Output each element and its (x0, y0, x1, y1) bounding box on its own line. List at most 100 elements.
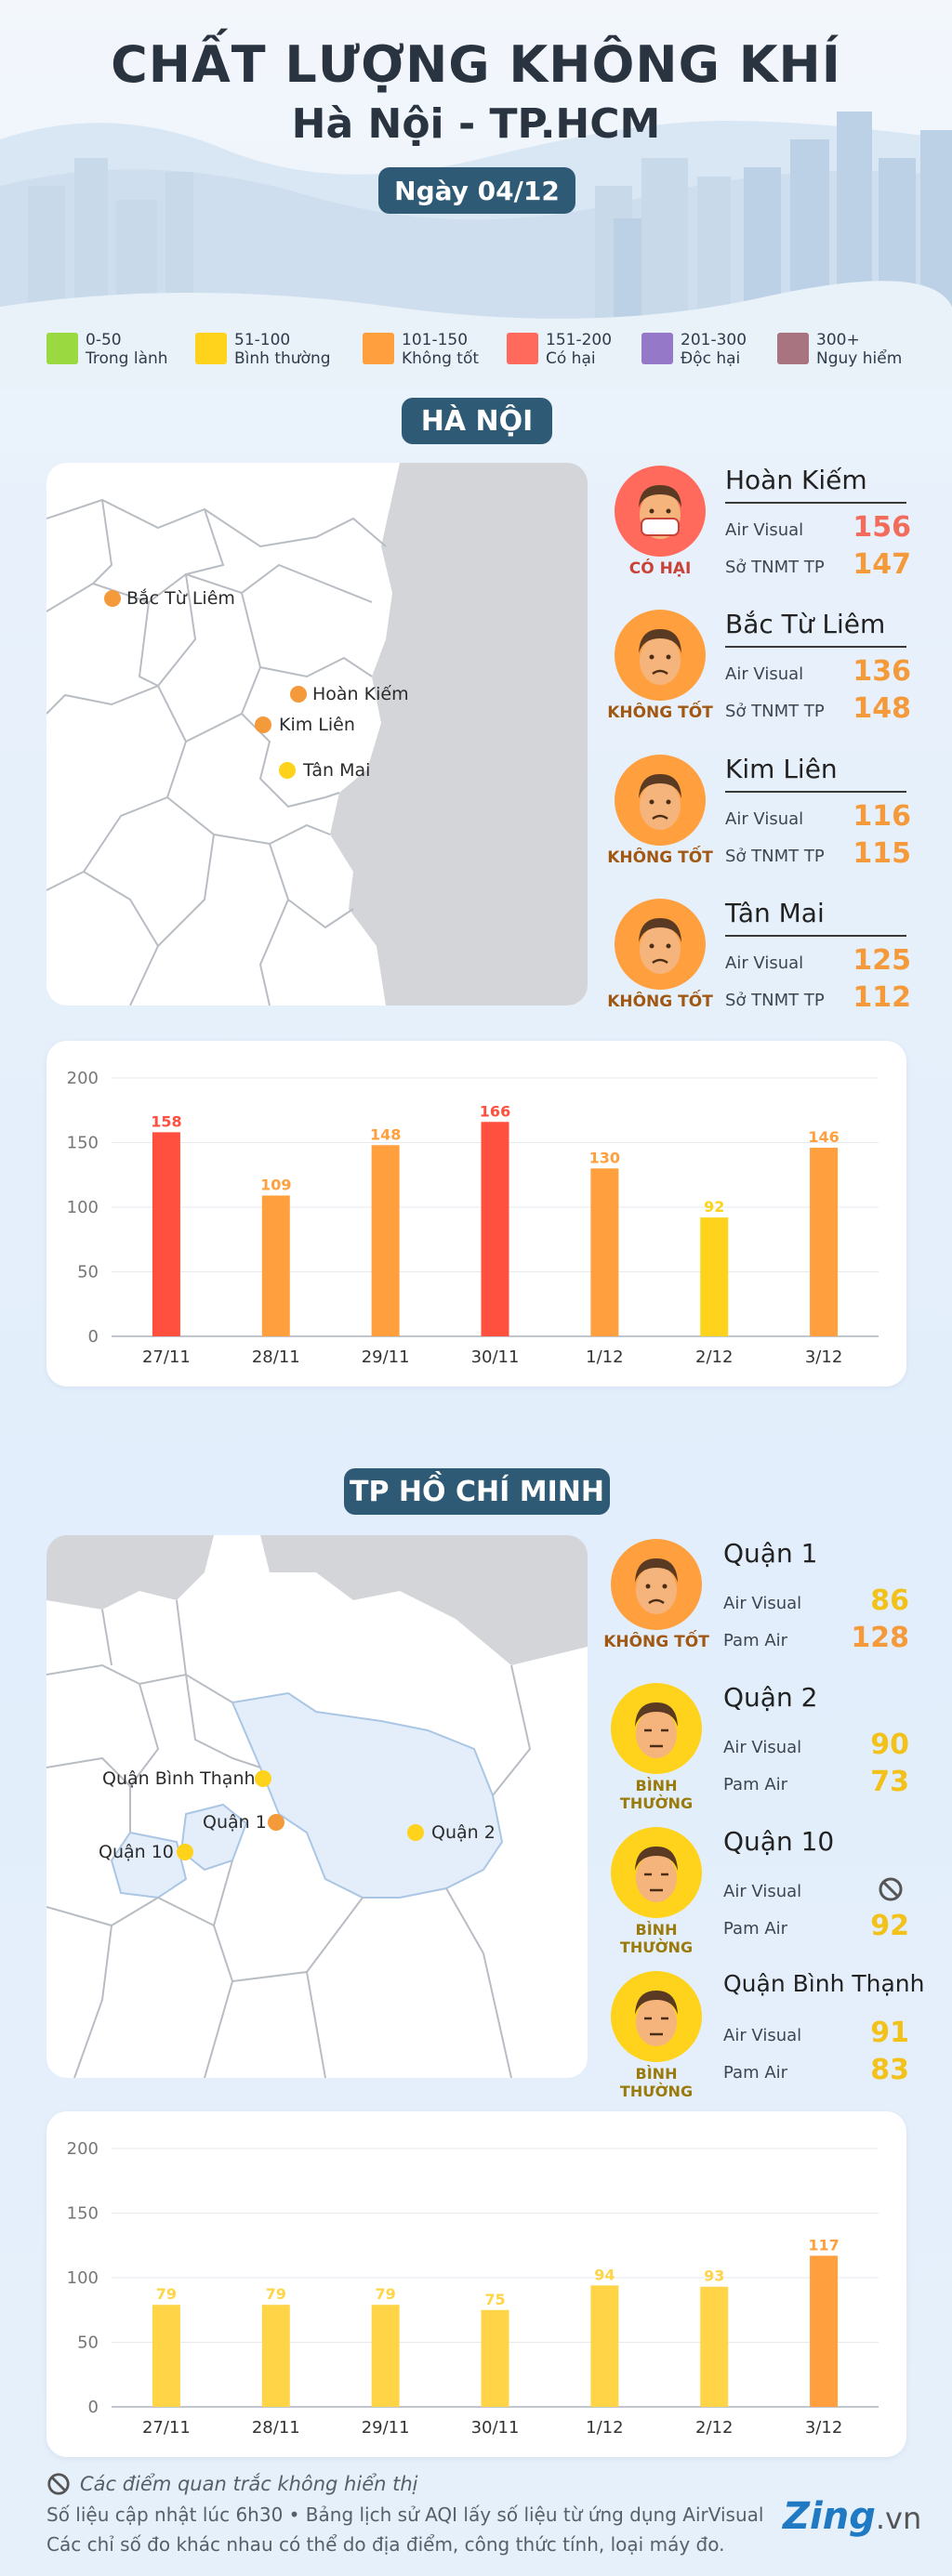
legend-item: 300+ Nguy hiểm (777, 331, 902, 368)
legend-range: 101-150 (402, 331, 469, 349)
legend-range: 0-50 (86, 331, 122, 349)
face-neutral-icon (611, 1971, 702, 2062)
y-tick-label: 100 (67, 1198, 99, 1217)
hanoi-map-shapes (46, 463, 588, 1005)
bar-value-label: 93 (704, 2267, 724, 2285)
map-dot-hoan-kiem (290, 686, 307, 703)
bar-value-label: 146 (808, 1128, 839, 1146)
x-tick-label: 3/12 (805, 1347, 842, 1367)
legend-range: 51-100 (234, 331, 291, 349)
source-label: Air Visual (725, 809, 804, 829)
station-name: Quận 1 (723, 1538, 818, 1569)
zing-logo: Zing.vn (783, 2495, 922, 2538)
status-label: KHÔNG TỐT (607, 992, 713, 1011)
source-label: Air Visual (725, 520, 804, 540)
station-hoan-kiem: CÓ HẠI Hoàn Kiếm Air Visual 156 Sở TNMT T… (614, 465, 930, 604)
x-tick-label: 2/12 (695, 2418, 733, 2438)
station-name: Kim Liên (725, 754, 838, 784)
x-tick-label: 29/11 (362, 1347, 410, 1367)
map-dot-quan-10 (177, 1844, 193, 1860)
map-label: Hoàn Kiếm (312, 684, 409, 704)
source-label: Sở TNMT TP (725, 702, 825, 721)
station-tan-mai: KHÔNG TỐT Tân Mai Air Visual 125 Sở TNMT … (607, 898, 930, 1037)
hcm-map: Quận Bình Thạnh Quận 1 Quận 2 Quận 10 (46, 1535, 588, 2078)
page-subtitle: Hà Nội - TP.HCM (291, 100, 661, 148)
bar (590, 2285, 619, 2407)
source-label: Pam Air (723, 1775, 788, 1794)
aqi-value: 147 (853, 548, 911, 581)
station-quan-1: KHÔNG TỐT Quận 1 Air Visual 86 Pam Air 128 (603, 1538, 926, 1677)
y-tick-label: 0 (88, 2398, 99, 2417)
bar-value-label: 79 (376, 2285, 396, 2303)
source-label: Air Visual (723, 2026, 802, 2045)
hcm-aqi-bar-chart: 0 50 100 150 200 79 27/11 79 28/11 79 29/11 75 30/11… (67, 2139, 879, 2438)
city-skyline-illustration (0, 112, 952, 390)
legend-item: 201-300 Độc hại (641, 331, 747, 368)
map-dot-kim-lien (255, 716, 271, 733)
legend-swatch (641, 333, 673, 364)
station-quan-2: BÌNH THƯỜNG Quận 2 Air Visual 90 Pam Air 7… (610, 1682, 926, 1821)
source-label: Pam Air (723, 2063, 788, 2083)
divider (725, 502, 906, 504)
date-label: Ngày 04/12 (394, 175, 560, 206)
map-label: Bắc Từ Liêm (126, 588, 235, 609)
aqi-value: 91 (870, 2017, 909, 2049)
x-tick-label: 29/11 (362, 2418, 410, 2438)
legend-item: 51-100 Bình thường (195, 331, 331, 368)
map-label: Quận 2 (431, 1822, 496, 1843)
bar-value-label: 166 (480, 1102, 510, 1120)
map-label: Quận 10 (99, 1842, 174, 1862)
legend-label: Không tốt (402, 349, 480, 368)
bar (590, 1168, 619, 1336)
legend-swatch (195, 333, 227, 364)
bar (152, 1132, 180, 1336)
aqi-value: 83 (870, 2054, 909, 2086)
source-label: Pam Air (723, 1631, 788, 1650)
source-label: Air Visual (725, 953, 804, 973)
x-tick-label: 1/12 (586, 1347, 623, 1367)
aqi-value: 115 (853, 837, 911, 870)
aqi-value: 86 (870, 1584, 909, 1617)
status-label: KHÔNG TỐT (607, 848, 713, 867)
bar (152, 2305, 180, 2407)
source-label: Air Visual (723, 1738, 802, 1757)
y-tick-label: 150 (67, 1134, 99, 1153)
aqi-value: 148 (853, 692, 911, 725)
x-tick-label: 28/11 (252, 1347, 300, 1367)
map-label: Quận 1 (203, 1812, 267, 1833)
bar-value-label: 79 (156, 2285, 177, 2303)
map-dot-binh-thanh (255, 1770, 271, 1787)
bar (261, 2305, 290, 2407)
station-quan-10: BÌNH THƯỜNG Quận 10 Air Visual Pam Air 92 (610, 1826, 926, 1965)
bar (261, 1195, 290, 1336)
aqi-value: 90 (870, 1728, 909, 1761)
bar (810, 2255, 839, 2407)
source-label: Pam Air (723, 1919, 788, 1939)
map-dot-quan-1 (268, 1814, 284, 1831)
legend-label: Trong lành (86, 349, 168, 368)
map-label: Kim Liên (279, 715, 355, 735)
legend-range: 201-300 (681, 331, 747, 349)
hanoi-map: Bắc Từ Liêm Hoàn Kiếm Kim Liên Tân Mai (46, 463, 588, 1005)
aqi-value: 156 (853, 511, 911, 544)
legend-swatch (507, 333, 538, 364)
status-label: BÌNH THƯỜNG (619, 1777, 694, 1812)
aqi-value: 128 (851, 1622, 909, 1654)
source-label: Sở TNMT TP (725, 847, 825, 866)
station-name: Bắc Từ Liêm (725, 609, 886, 639)
aqi-value: 136 (853, 655, 911, 688)
y-tick-label: 50 (77, 2333, 99, 2353)
footer-note-1: Các điểm quan trắc không hiển thị (46, 2472, 417, 2496)
legend-range: 300+ (816, 331, 860, 349)
face-worried-icon (615, 899, 706, 990)
footer-note-2: Số liệu cập nhật lúc 6h30 • Bảng lịch sử… (46, 2504, 764, 2526)
aqi-value: 92 (870, 1910, 909, 1942)
bar-value-label: 158 (151, 1112, 181, 1130)
map-dot-tan-mai (279, 762, 296, 779)
aqi-value: 116 (853, 800, 911, 833)
source-label: Air Visual (723, 1594, 802, 1613)
station-name: Quận 2 (723, 1682, 818, 1713)
legend-label: Nguy hiểm (816, 349, 903, 368)
x-tick-label: 27/11 (142, 2418, 191, 2438)
not-displayed-icon (879, 1877, 903, 1901)
